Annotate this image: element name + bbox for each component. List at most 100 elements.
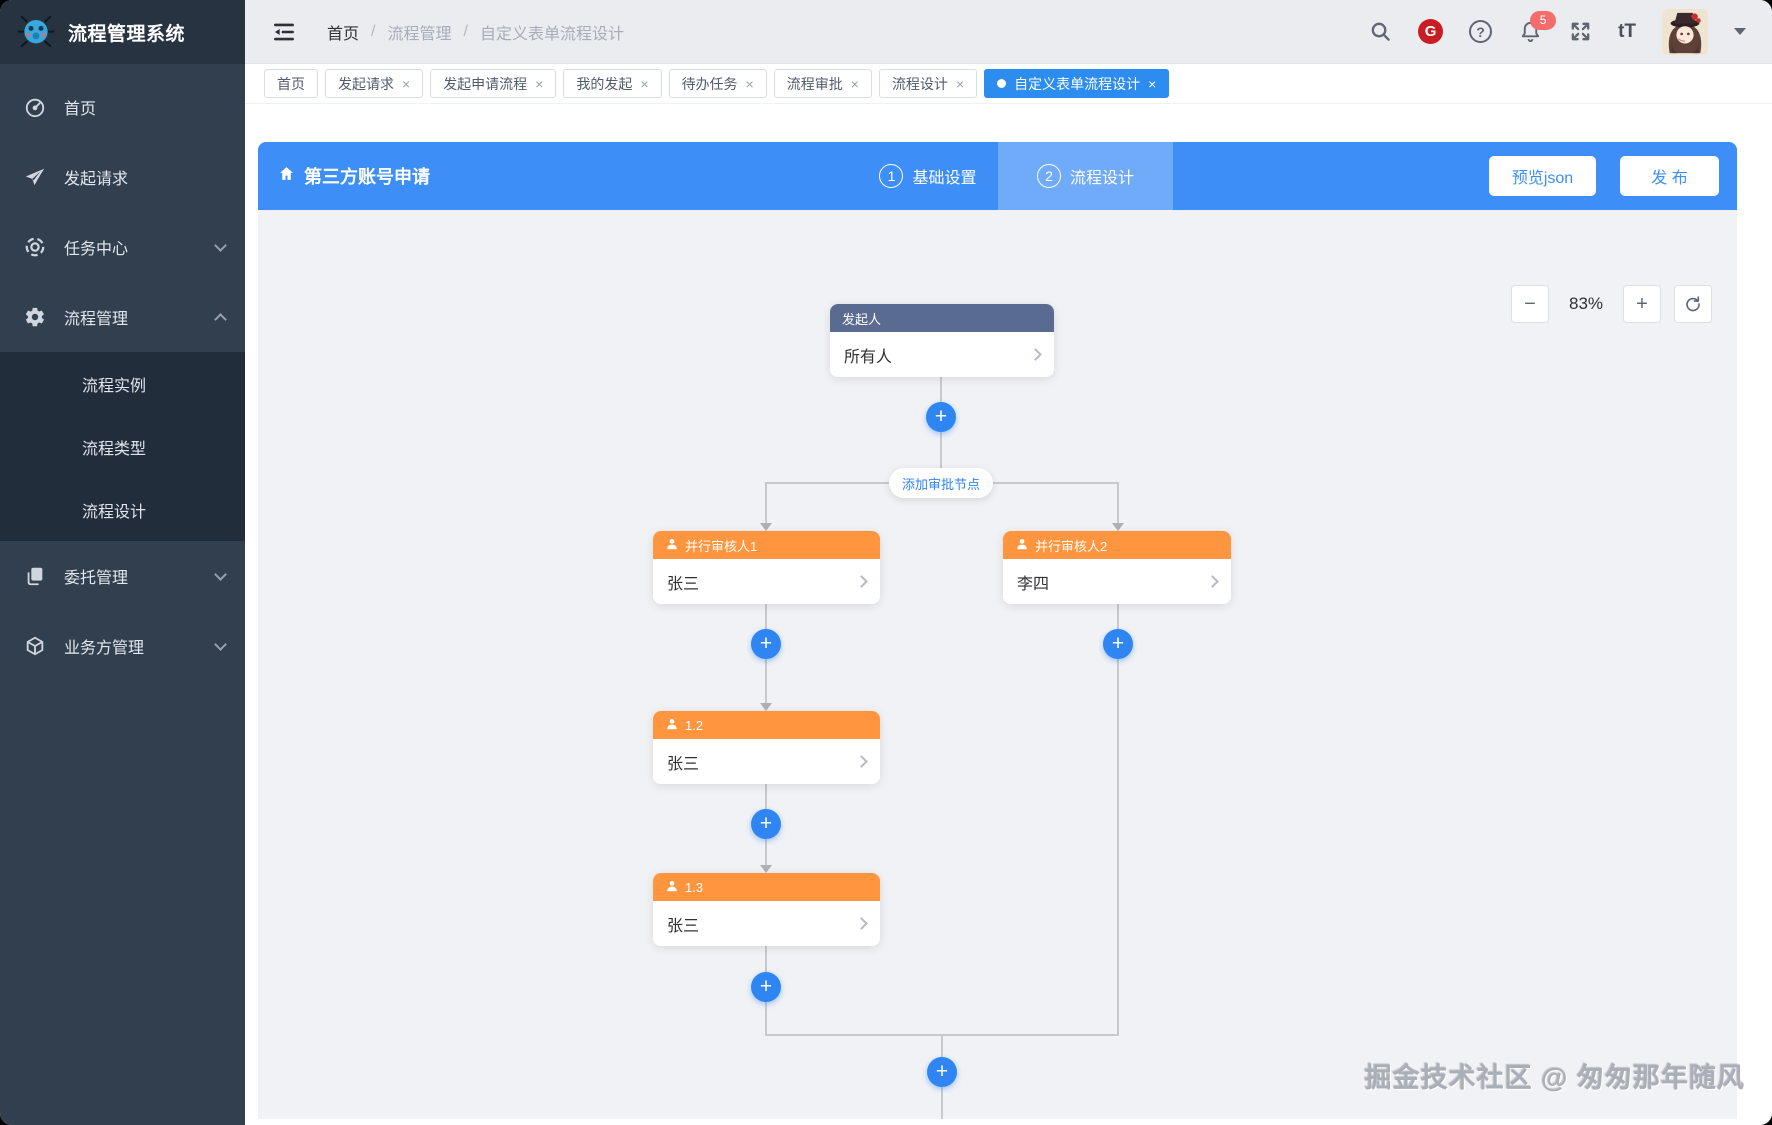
sidebar-item-business-party-management[interactable]: 业务方管理 <box>0 611 245 681</box>
app-title: 流程管理系统 <box>68 23 186 45</box>
copy-icon <box>24 565 46 587</box>
zoom-reset-button[interactable] <box>1674 285 1712 323</box>
node-body[interactable]: 张三 <box>653 739 880 784</box>
zoom-out-button[interactable]: − <box>1511 285 1549 323</box>
sidebar-item-label: 首页 <box>64 101 97 118</box>
add-node-button[interactable]: + <box>751 629 781 659</box>
sidebar-item-initiate-request[interactable]: 发起请求 <box>0 142 245 212</box>
gear-icon <box>24 306 46 328</box>
sidebar-item-label: 发起请求 <box>64 171 129 188</box>
node-header: 发起人 <box>830 304 1054 332</box>
node-title: 1.3 <box>685 879 704 895</box>
node-header: 1.3 <box>653 873 880 901</box>
sidebar-collapse-icon[interactable] <box>271 19 297 45</box>
tab-process-design[interactable]: 流程设计 × <box>878 69 978 98</box>
fullscreen-icon[interactable] <box>1568 20 1592 44</box>
node-header: 1.2 <box>653 711 880 739</box>
flow-node-approver-1-2[interactable]: 1.2 张三 <box>653 711 880 784</box>
community-watermark: 掘金技术社区 @ 匆匆那年随风 <box>1364 1063 1745 1093</box>
flow-node-approver-1-3[interactable]: 1.3 张三 <box>653 873 880 946</box>
tab-home[interactable]: 首页 <box>264 69 318 98</box>
tab-close-icon[interactable]: × <box>1148 75 1157 92</box>
tab-initiate-request[interactable]: 发起请求 × <box>325 69 424 98</box>
add-node-button[interactable]: + <box>927 1057 957 1087</box>
tab-close-icon[interactable]: × <box>745 75 754 92</box>
node-title: 1.2 <box>685 717 704 733</box>
step-basic-settings[interactable]: 1 基础设置 <box>858 142 998 210</box>
add-node-button[interactable]: + <box>1103 629 1133 659</box>
node-body[interactable]: 所有人 <box>830 332 1054 377</box>
add-approval-node-label[interactable]: 添加审批节点 <box>889 468 993 498</box>
sidebar-item-process-management[interactable]: 流程管理 <box>0 282 245 352</box>
chevron-up-icon <box>214 312 227 326</box>
node-body[interactable]: 张三 <box>653 901 880 946</box>
tab-close-icon[interactable]: × <box>535 75 544 92</box>
tab-todo-tasks[interactable]: 待办任务 × <box>668 69 767 98</box>
sidebar-subitem-process-design[interactable]: 流程设计 <box>0 478 245 541</box>
tab-label: 发起请求 <box>338 75 394 92</box>
submenu-item-label: 流程实例 <box>82 377 147 395</box>
node-body[interactable]: 李四 <box>1003 559 1231 604</box>
sidebar-subitem-process-type[interactable]: 流程类型 <box>0 415 245 478</box>
tab-my-initiations[interactable]: 我的发起 × <box>563 69 662 98</box>
breadcrumb-separator: / <box>463 22 468 40</box>
chevron-right-icon <box>1029 348 1042 361</box>
add-node-button[interactable]: + <box>751 972 781 1002</box>
breadcrumb-item-process-management[interactable]: 流程管理 <box>387 25 452 43</box>
node-body[interactable]: 张三 <box>653 559 880 604</box>
preview-json-button[interactable]: 预览json <box>1489 156 1596 196</box>
tab-initiate-process[interactable]: 发起申请流程 × <box>430 69 557 98</box>
sidebar-item-task-center[interactable]: 任务中心 <box>0 212 245 282</box>
add-node-button[interactable]: + <box>751 809 781 839</box>
tab-close-icon[interactable]: × <box>955 75 965 92</box>
tab-close-icon[interactable]: × <box>850 75 859 92</box>
flow-arrow-icon <box>760 865 772 873</box>
flow-arrow-icon <box>760 523 772 531</box>
sidebar-item-delegation-management[interactable]: 委托管理 <box>0 541 245 611</box>
step-number: 1 <box>879 164 904 188</box>
notification-bell[interactable]: 5 <box>1518 10 1557 44</box>
tab-close-icon[interactable]: × <box>640 75 649 92</box>
zoom-in-button[interactable]: + <box>1623 285 1661 323</box>
person-icon <box>1015 537 1029 554</box>
sidebar-menu: 首页 发起请求 任务中心 <box>0 64 245 1125</box>
help-icon[interactable]: ? <box>1469 20 1493 43</box>
cube-icon <box>24 635 46 657</box>
font-size-icon[interactable]: tT <box>1618 20 1636 42</box>
user-avatar[interactable] <box>1662 8 1708 55</box>
tab-custom-form-process-design[interactable]: 自定义表单流程设计 × <box>984 69 1170 98</box>
node-title: 发起人 <box>842 311 882 327</box>
search-icon[interactable] <box>1368 20 1392 44</box>
node-value: 李四 <box>1017 575 1050 593</box>
node-title: 并行审核人2 <box>1035 538 1108 554</box>
step-process-design[interactable]: 2 流程设计 <box>998 142 1173 210</box>
node-header: 并行审核人2 <box>1003 531 1231 559</box>
flow-connector-line <box>1117 483 1119 525</box>
chevron-right-icon <box>855 575 868 588</box>
node-title: 并行审核人1 <box>685 538 758 554</box>
node-value: 张三 <box>667 917 700 935</box>
flow-canvas[interactable]: − 83% + <box>258 210 1737 1119</box>
tab-process-approval[interactable]: 流程审批 × <box>773 69 872 98</box>
main-area: 首页 / 流程管理 / 自定义表单流程设计 G ? <box>245 0 1772 1125</box>
tab-close-icon[interactable]: × <box>402 75 411 92</box>
sidebar-item-label: 流程管理 <box>64 311 129 328</box>
publish-button[interactable]: 发 布 <box>1620 156 1719 196</box>
chevron-down-icon <box>214 637 227 651</box>
logo-bar: 流程管理系统 <box>0 0 245 64</box>
home-icon <box>278 165 295 187</box>
user-menu-caret-icon[interactable] <box>1734 28 1746 35</box>
breadcrumb-item-home[interactable]: 首页 <box>327 25 360 43</box>
node-value: 张三 <box>667 755 700 773</box>
tab-label: 流程审批 <box>786 75 843 92</box>
flow-node-parallel-approver-1[interactable]: 并行审核人1 张三 <box>653 531 880 604</box>
sidebar-subitem-process-instance[interactable]: 流程实例 <box>0 352 245 415</box>
flow-node-parallel-approver-2[interactable]: 并行审核人2 李四 <box>1003 531 1231 604</box>
gitee-icon[interactable]: G <box>1418 19 1444 44</box>
send-icon <box>24 166 46 188</box>
chevron-right-icon <box>1206 575 1219 588</box>
sidebar-item-home[interactable]: 首页 <box>0 72 245 142</box>
flow-node-initiator[interactable]: 发起人 所有人 <box>830 304 1054 377</box>
add-node-button[interactable]: + <box>926 402 956 432</box>
designer-header: 第三方账号申请 1 基础设置 2 流程设计 预览json 发 布 <box>258 142 1737 210</box>
